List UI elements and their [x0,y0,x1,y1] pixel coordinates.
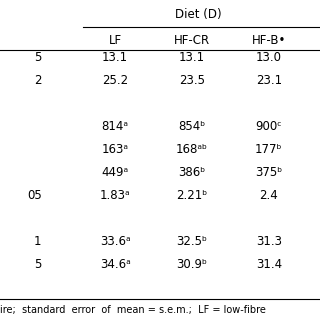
Text: 2: 2 [34,74,42,87]
Text: 32.5ᵇ: 32.5ᵇ [177,236,207,248]
Text: 13.1: 13.1 [102,51,128,64]
Text: 1: 1 [34,236,42,248]
Text: 34.6ᵃ: 34.6ᵃ [100,259,131,271]
Text: 31.3: 31.3 [256,236,282,248]
Text: 30.9ᵇ: 30.9ᵇ [177,259,207,271]
Text: 854ᵇ: 854ᵇ [178,120,206,133]
Text: 900ᶜ: 900ᶜ [255,120,282,133]
Text: 33.6ᵃ: 33.6ᵃ [100,236,131,248]
Text: 2.4: 2.4 [260,189,278,202]
Text: 375ᵇ: 375ᵇ [255,166,283,179]
Text: 168ᵃᵇ: 168ᵃᵇ [176,143,208,156]
Text: 23.1: 23.1 [256,74,282,87]
Text: 386ᵇ: 386ᵇ [178,166,206,179]
Text: 31.4: 31.4 [256,259,282,271]
Text: 177ᵇ: 177ᵇ [255,143,283,156]
Text: 2.21ᵇ: 2.21ᵇ [176,189,208,202]
Text: Diet (D): Diet (D) [175,8,222,21]
Text: LF: LF [108,34,122,47]
Text: 13.0: 13.0 [256,51,282,64]
Text: 5: 5 [34,259,42,271]
Text: 05: 05 [27,189,42,202]
Text: 5: 5 [34,51,42,64]
Text: HF-CR: HF-CR [174,34,210,47]
Text: 25.2: 25.2 [102,74,128,87]
Text: HF-B•: HF-B• [252,34,286,47]
Text: 814ᵃ: 814ᵃ [102,120,129,133]
Text: 163ᵃ: 163ᵃ [102,143,129,156]
Text: 1.83ᵃ: 1.83ᵃ [100,189,131,202]
Text: 449ᵃ: 449ᵃ [102,166,129,179]
Text: ire;  standard  error  of  mean = s.e.m.;  LF = low-fibre: ire; standard error of mean = s.e.m.; LF… [0,305,266,315]
Text: 23.5: 23.5 [179,74,205,87]
Text: 13.1: 13.1 [179,51,205,64]
